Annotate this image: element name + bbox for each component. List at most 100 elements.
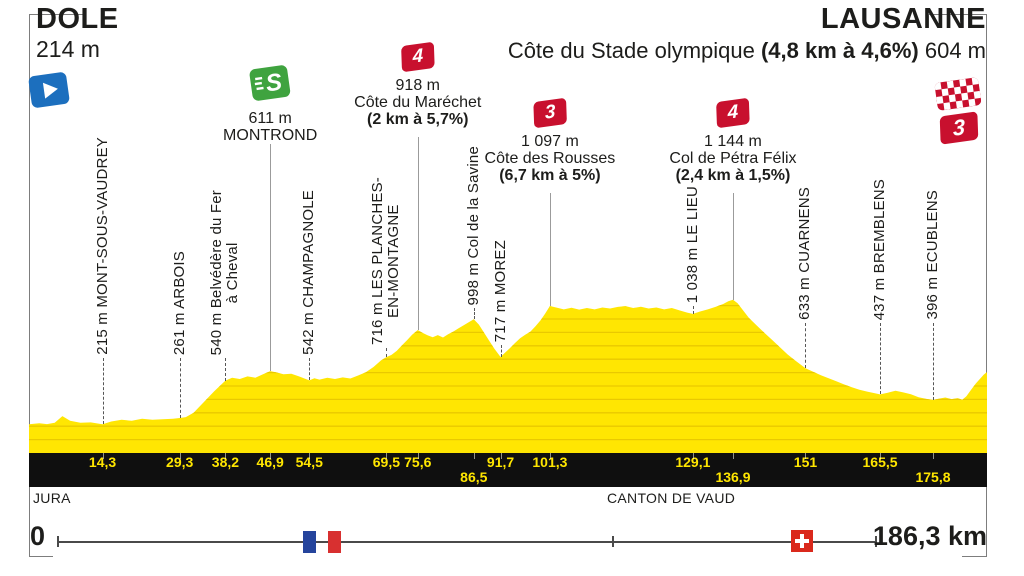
km-tick (473, 453, 475, 459)
right-border-line (986, 14, 987, 557)
km-marker: 86,5 (460, 469, 488, 485)
start-city-name: DOLE (36, 3, 119, 35)
town-label: 1 038 m LE LIEU (683, 185, 701, 303)
climb-block: 4 918 m Côte du Maréchet (2 km à 5,7%) (354, 41, 482, 128)
climb-stats: (2 km à 5,7%) (367, 111, 469, 128)
km-marker: 165,5 (862, 454, 898, 470)
km-marker: 129,1 (675, 454, 711, 470)
km-tick (500, 453, 502, 459)
finish-elevation: 604 m (918, 38, 986, 63)
town-label: 261 m ARBOIS (170, 250, 188, 355)
km-marker: 38,2 (211, 454, 240, 470)
climb-elevation: 1 144 m (704, 133, 762, 150)
french-flag-icon (328, 531, 341, 553)
climb-category-badge: 3 (533, 97, 567, 129)
town-label: 215 m MONT-SOUS-VAUDREY (93, 137, 111, 355)
scale-tick-start (57, 536, 59, 547)
km-tick (225, 453, 227, 459)
scale-origin-label: 0 (30, 521, 46, 551)
km-tick (933, 453, 934, 459)
town-label: 396 m ECUBLENS (924, 190, 941, 320)
climb-block: 3 1 097 m Côte des Rousses (6,7 km à 5%) (484, 97, 616, 184)
km-tick (386, 453, 388, 459)
scale-tick-end (875, 536, 877, 547)
town-label: 633 m CUARNENS (796, 187, 814, 320)
climb-elevation: 1 097 m (520, 133, 579, 150)
km-tick (270, 453, 272, 459)
climb-marker-line (417, 137, 419, 330)
km-marker: 46,9 (256, 454, 284, 470)
km-marker: 54,5 (295, 454, 323, 470)
km-tick (179, 453, 181, 459)
km-marker: 175,8 (915, 469, 951, 485)
climb-name: Côte du Maréchet (354, 94, 482, 111)
sprint-icon: S (249, 65, 291, 101)
finish-climb-title: Côte du Stade olympique (4,8 km à 4,6%) … (508, 38, 986, 64)
km-tick (417, 453, 419, 459)
distance-scale-line (57, 541, 876, 543)
town-label: 716 m LES PLANCHES- EN-MONTAGNE (369, 176, 403, 345)
town-marker-line (880, 323, 882, 395)
climb-stats: (2,4 km à 1,5%) (675, 167, 791, 184)
total-distance-label: 186,3 km (872, 521, 987, 551)
town-marker-line (309, 358, 311, 381)
french-flag-icon (303, 531, 316, 553)
town-marker-line (500, 345, 502, 357)
town-label: 998 m Col de la Savine (464, 145, 482, 306)
km-marker: 91,7 (486, 454, 515, 470)
bottom-left-bracket (29, 556, 53, 557)
arrivee-checkered-flag-icon (934, 77, 982, 111)
km-marker: 151 (793, 454, 818, 470)
town-marker-line (933, 323, 934, 400)
left-border-line (29, 14, 30, 557)
km-tick (805, 453, 807, 459)
climb-marker-line (732, 193, 734, 300)
scale-tick-border (612, 536, 614, 547)
sprint-name: MONTROND (223, 127, 318, 144)
depart-flag-icon (28, 72, 70, 108)
km-tick (732, 453, 734, 459)
town-label: 717 m MOREZ (491, 239, 509, 342)
town-marker-line (805, 323, 807, 369)
town-marker-line (225, 358, 227, 381)
town-label: 542 m CHAMPAGNOLE (300, 190, 318, 355)
km-tick (102, 453, 104, 459)
km-marker: 14,3 (88, 454, 117, 470)
km-tick (309, 453, 311, 459)
sprint-marker-line (270, 144, 272, 372)
km-marker: 136,9 (715, 469, 751, 485)
climb-name: Col de Pétra Félix (669, 150, 797, 167)
town-marker-line (102, 358, 104, 425)
km-marker: 75,6 (404, 454, 432, 470)
climb-marker-line (549, 193, 551, 306)
finish-climb-stats: (4,8 km à 4,6%) (760, 38, 919, 63)
climb-name: Côte des Rousses (484, 150, 616, 167)
km-tick (692, 453, 694, 459)
climb-category-badge: 4 (400, 41, 435, 73)
top-left-bracket (29, 14, 86, 15)
top-right-bracket (929, 14, 987, 15)
town-marker-line (692, 306, 694, 314)
km-tick (549, 453, 551, 459)
km-marker: 29,3 (166, 454, 194, 470)
region-label-jura: JURA (33, 490, 71, 506)
swiss-flag-cross (800, 534, 804, 548)
bottom-right-bracket (962, 556, 987, 557)
km-marker: 101,3 (532, 454, 568, 470)
town-marker-line (179, 358, 181, 419)
climb-category-badge: 4 (716, 97, 750, 129)
start-elevation: 214 m (36, 36, 100, 62)
finish-city-name: LAUSANNE (820, 3, 986, 35)
svg-text:S: S (264, 68, 284, 97)
town-label: 437 m BREMBLENS (871, 178, 889, 320)
town-label: 540 m Belvédère du Fer à Cheval (208, 189, 242, 355)
climb-block: 4 1 144 m Col de Pétra Félix (2,4 km à 1,5%… (669, 97, 797, 184)
finish-climb-name: Côte du Stade olympique (507, 38, 761, 63)
town-marker-line (473, 308, 475, 320)
town-marker-line (386, 348, 388, 358)
distance-bar: 14,3 29,3 38,2 46,9 54,5 69,5 75,6 86,5 91,7 101,… (29, 453, 987, 487)
km-tick (880, 453, 882, 459)
region-label-canton-de-vaud: CANTON DE VAUD (607, 490, 736, 506)
elevation-profile-area (29, 299, 987, 453)
